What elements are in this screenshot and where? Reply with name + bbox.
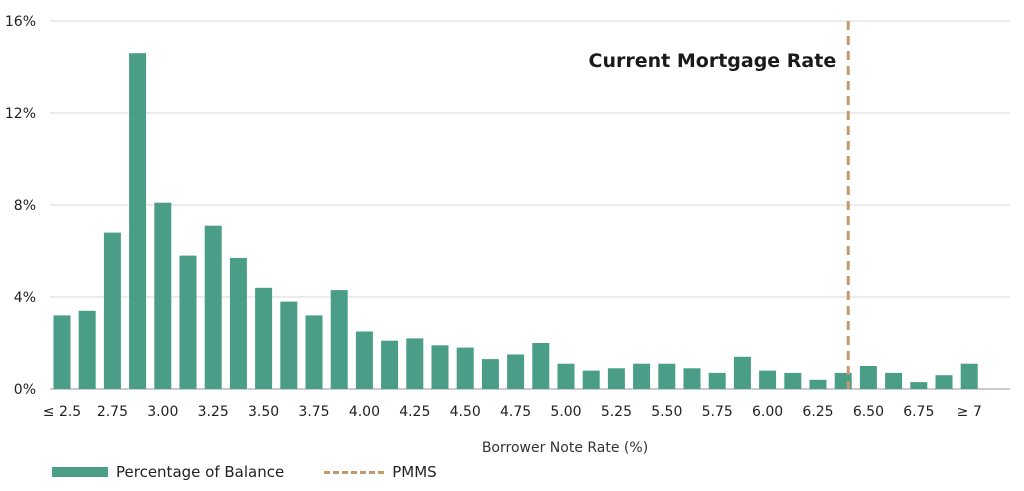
y-tick-label: 16% [5,14,36,30]
x-tick-label: 4.25 [399,404,430,420]
x-tick-label: 5.25 [601,404,632,420]
bar [633,363,651,389]
bar [53,315,71,389]
x-tick-label: 2.75 [97,404,128,420]
bar [204,225,222,389]
bar [733,356,751,389]
bar [759,370,777,389]
x-tick-label: 6.50 [853,404,884,420]
bar [809,379,827,389]
y-axis-ticks: 0% 4% 8% 12% 16% [5,14,36,398]
x-tick-label: 3.50 [248,404,279,420]
bar [355,331,373,389]
bar [607,368,625,389]
bar [859,366,877,389]
x-tick-label: ≤ 2.5 [43,404,81,420]
bar [255,287,273,389]
bar [406,338,424,389]
legend-item-pmms: PMMS [324,463,437,481]
bar [784,372,802,389]
legend-label: Percentage of Balance [116,463,285,481]
x-tick-label: 5.75 [702,404,733,420]
bar [910,382,928,389]
legend: Percentage of Balance PMMS [52,463,477,481]
x-tick-label: 3.75 [298,404,329,420]
bar [658,363,676,389]
bar [305,315,323,389]
y-tick-label: 8% [14,198,36,214]
x-axis-title: Borrower Note Rate (%) [482,440,648,456]
bar [129,53,147,389]
bar [507,354,525,389]
legend-bar-swatch [52,467,108,477]
x-tick-label: 3.25 [198,404,229,420]
legend-item-percentage-of-balance: Percentage of Balance [52,463,284,481]
bar [532,343,550,389]
bar [229,257,247,389]
bar [557,363,575,389]
bar [960,363,978,389]
y-tick-label: 12% [5,106,36,122]
x-tick-label: 4.00 [349,404,380,420]
bar [683,368,701,389]
x-tick-label: ≥ 7 [957,404,982,420]
bar [330,290,348,389]
legend-dash-swatch [324,470,385,474]
bar [708,372,726,389]
x-tick-label: 3.00 [147,404,178,420]
x-tick-label: 4.50 [450,404,481,420]
bar [154,202,172,389]
x-tick-label: 6.00 [752,404,783,420]
x-tick-label: 4.75 [500,404,531,420]
y-tick-label: 4% [14,290,36,306]
bar [481,359,499,389]
bar [582,370,600,389]
bar [381,340,399,389]
bar [179,255,197,389]
x-tick-label: 6.75 [903,404,934,420]
bar [431,345,449,389]
bar [885,372,903,389]
x-tick-label: 6.25 [802,404,833,420]
x-tick-label: 5.00 [550,404,581,420]
x-tick-label: 5.50 [651,404,682,420]
legend-label: PMMS [392,463,437,481]
bar [456,347,474,389]
bar [103,232,121,389]
bar [935,375,953,389]
y-tick-label: 0% [14,382,36,398]
bar [78,310,96,389]
current-mortgage-rate-annotation: Current Mortgage Rate [589,50,837,72]
bar [280,301,298,389]
bars [53,53,978,389]
x-axis-ticks: ≤ 2.5 2.75 3.00 3.25 3.50 3.75 4.00 4.25 4.50 4.7… [43,404,982,420]
